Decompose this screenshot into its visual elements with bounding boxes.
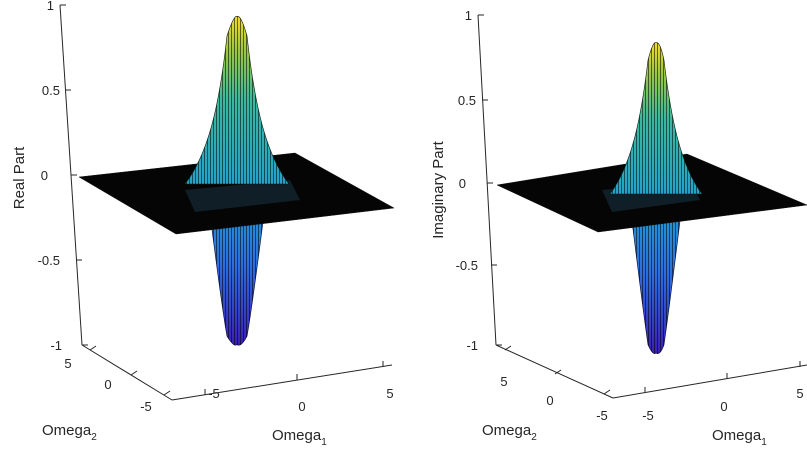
- y-tick-label: 0: [104, 377, 111, 392]
- z-tick-label: 1: [465, 8, 472, 23]
- z-tick-label: 1: [47, 0, 54, 13]
- z-tick-label: 0: [41, 168, 48, 183]
- surface-plane-ripple: [185, 180, 300, 212]
- z-tick-label: -0.5: [456, 258, 478, 273]
- x-axis-label-subscript: 1: [321, 437, 327, 448]
- y-tick-label: 0: [546, 393, 553, 408]
- y-axis-label-base: Omega: [482, 422, 532, 439]
- x-tick-label: 5: [386, 386, 393, 401]
- y-tick-label: 5: [64, 356, 71, 371]
- x-tick-label: 5: [796, 386, 803, 401]
- x-tick-label: 0: [298, 399, 305, 414]
- y-axis-label: Omega2: [42, 422, 97, 443]
- y-axis-label-subscript: 2: [91, 432, 97, 443]
- z-tickmarks: [60, 4, 88, 346]
- z-tick-label: 0.5: [458, 93, 476, 108]
- z-tick-label: -1: [50, 338, 62, 353]
- x-tick-label: -5: [208, 386, 220, 401]
- x-axis-line: [171, 364, 393, 401]
- x-axis-label: Omega1: [272, 427, 327, 448]
- y-axis-label-subscript: 2: [531, 432, 537, 443]
- surface-peak-mesh: [610, 42, 702, 194]
- z-tick-label: -1: [466, 338, 478, 353]
- y-axis-line: [81, 344, 173, 401]
- imaginary-part-subplot: 1 0.5 0 -0.5 -1 5 0 -5 -5 0 5 Imaginary …: [430, 8, 807, 448]
- surface-trough-mesh: [628, 192, 684, 354]
- z-axis-label: Imaginary Part: [430, 140, 447, 238]
- z-axis-line: [477, 14, 497, 346]
- y-tick-label: -5: [596, 408, 608, 423]
- x-axis-label-base: Omega: [712, 427, 762, 444]
- z-tick-label: 0: [459, 176, 466, 191]
- x-tick-label: 0: [720, 399, 727, 414]
- y-tick-label: -5: [140, 399, 152, 414]
- y-axis-label-base: Omega: [42, 422, 92, 439]
- z-tickmarks: [478, 14, 502, 346]
- surface-peak-mesh: [185, 16, 289, 184]
- z-axis-label: Real Part: [11, 146, 28, 209]
- z-tick-label: -0.5: [38, 253, 60, 268]
- x-axis-label-subscript: 1: [761, 437, 767, 448]
- x-axis-label: Omega1: [712, 427, 767, 448]
- y-axis-line: [495, 344, 614, 399]
- real-part-subplot: 1 0.5 0 -0.5 -1 5 0 -5 -5 0 5 Real Part …: [11, 0, 395, 448]
- x-tick-label: -5: [642, 408, 654, 423]
- x-axis-label-base: Omega: [272, 427, 322, 444]
- y-tick-label: 5: [500, 374, 507, 389]
- z-tick-label: 0.5: [42, 83, 60, 98]
- x-axis-line: [612, 364, 807, 399]
- y-axis-label: Omega2: [482, 422, 537, 443]
